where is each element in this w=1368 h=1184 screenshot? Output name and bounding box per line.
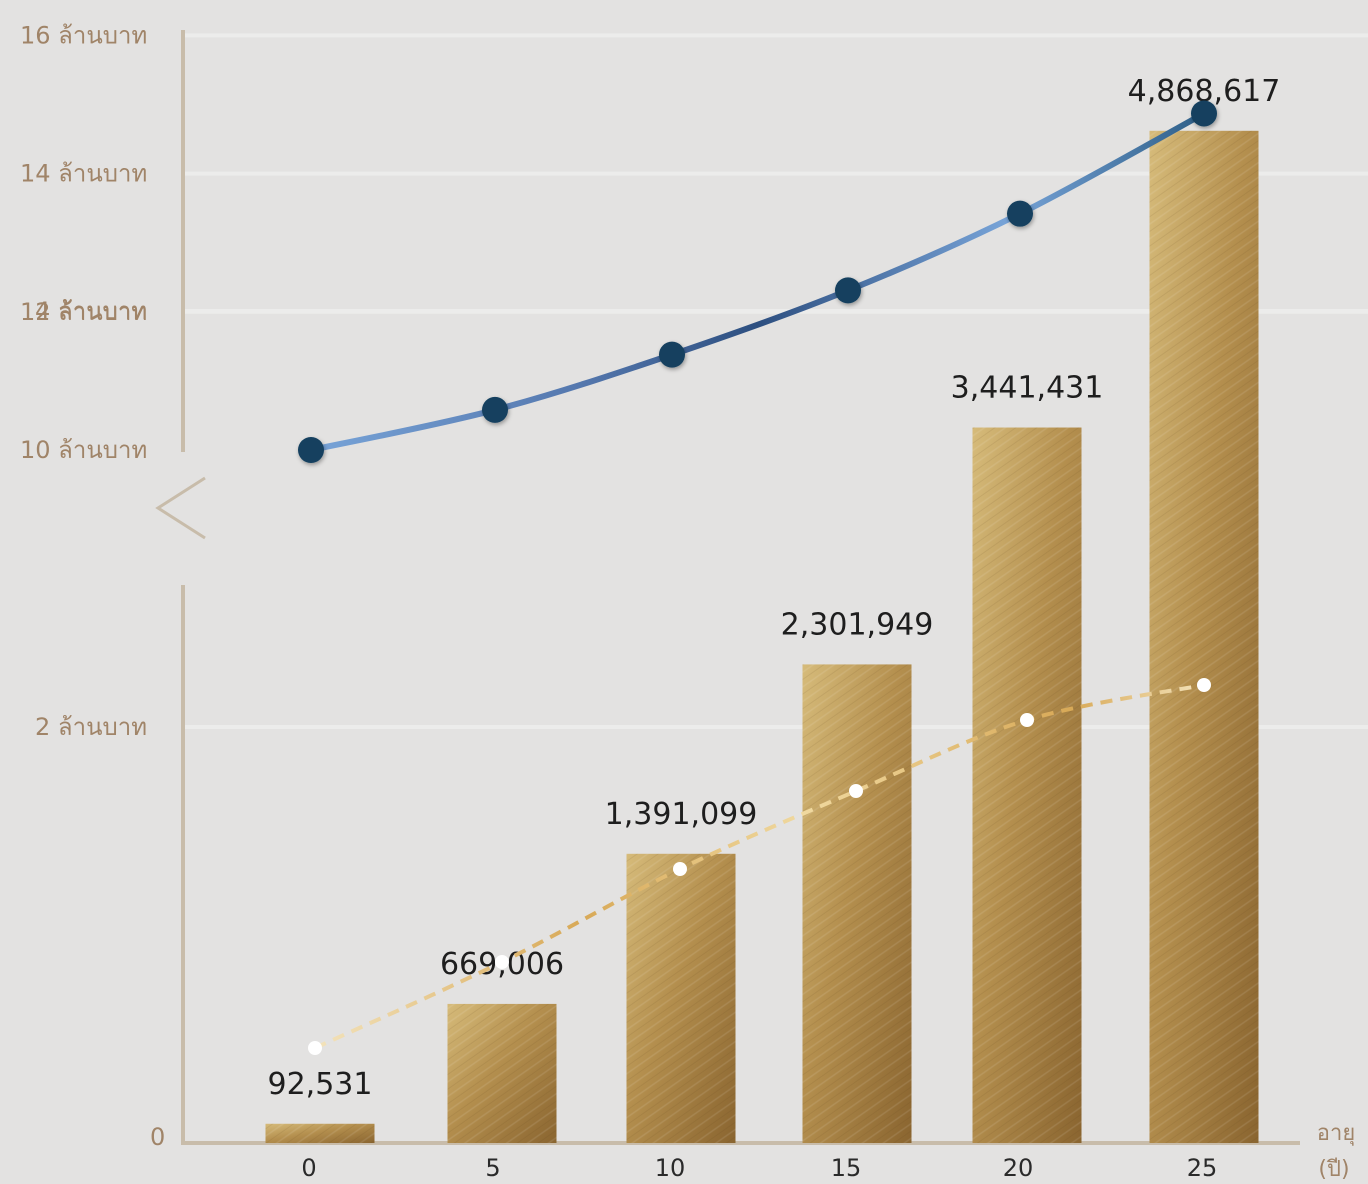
dashed-line-point xyxy=(495,955,509,969)
x-tick-label: 10 xyxy=(655,1154,686,1182)
x-tick-label: 15 xyxy=(831,1154,862,1182)
dashed-line-point xyxy=(1020,713,1034,727)
x-tick-label: 0 xyxy=(301,1154,316,1182)
y-tick-label: 10 ล้านบาท xyxy=(20,436,147,464)
x-axis-label-line2: (ปี) xyxy=(1318,1157,1349,1182)
dashed-line xyxy=(314,683,1205,1050)
top-line-point xyxy=(298,437,324,463)
top-line xyxy=(310,110,1206,453)
bar-texture xyxy=(1149,130,1259,1144)
dashed-line-point xyxy=(849,784,863,798)
bar-data-labels: 92,531669,0061,391,0992,301,9493,441,431… xyxy=(268,74,1281,1102)
secondary-dashed-series xyxy=(308,678,1211,1055)
top-line-series xyxy=(298,100,1217,463)
bottom-y-tick-labels: 0 2 ล้านบาท 4 ล้านบาท xyxy=(35,297,165,1151)
bar-texture xyxy=(265,1123,375,1143)
bar-texture xyxy=(802,664,912,1143)
top-line-point xyxy=(1007,200,1033,227)
top-line-point xyxy=(1191,100,1217,127)
bar-texture xyxy=(626,853,736,1143)
top-line-point xyxy=(835,277,861,304)
y-tick-label: 2 ล้านบาท xyxy=(35,713,147,741)
y-tick-label: 14 ล้านบาท xyxy=(20,160,147,188)
top-line-point xyxy=(659,341,685,368)
top-y-tick-labels: 10 ล้านบาท 12 ล้านบาท 14 ล้านบาท 16 ล้านบาท xyxy=(20,21,147,464)
bar-texture xyxy=(972,427,1082,1143)
axis-break-icon xyxy=(155,476,206,540)
bar-data-label: 3,441,431 xyxy=(951,371,1104,406)
y-tick-label: 12 ล้านบาท xyxy=(20,298,147,326)
dashed-line-point xyxy=(1197,678,1211,692)
bar-series xyxy=(265,130,1259,1144)
y-tick-label: 16 ล้านบาท xyxy=(20,21,147,49)
top-line-point xyxy=(482,396,508,423)
x-tick-label: 20 xyxy=(1003,1154,1034,1182)
dashed-line-point xyxy=(673,862,687,876)
dashed-line-point xyxy=(308,1041,322,1055)
bar-data-label: 1,391,099 xyxy=(605,797,758,832)
y-tick-label: 4 ล้านบาท xyxy=(35,297,147,325)
x-axis-label-line1: อายุ xyxy=(1317,1121,1355,1146)
x-tick-label: 5 xyxy=(485,1154,500,1182)
bar-data-label: 2,301,949 xyxy=(781,607,934,642)
bar-data-label: 92,531 xyxy=(268,1067,373,1102)
x-tick-labels: 0 5 10 15 20 25 xyxy=(301,1154,1217,1182)
x-tick-label: 25 xyxy=(1187,1154,1218,1182)
y-tick-label: 0 xyxy=(150,1123,165,1151)
bar-texture xyxy=(447,1003,557,1143)
